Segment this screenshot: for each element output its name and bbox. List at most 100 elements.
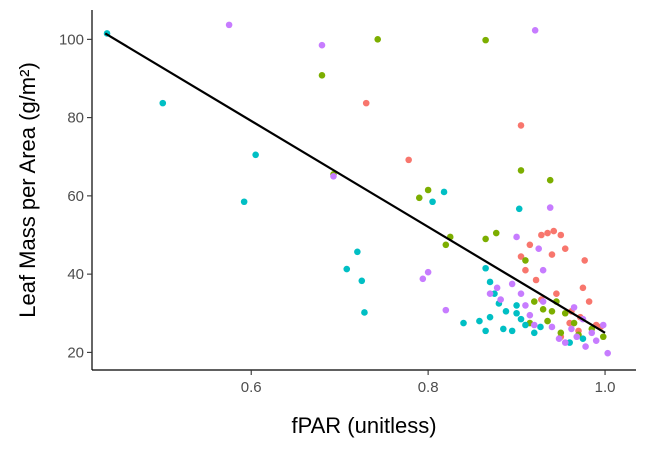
data-point: [522, 257, 529, 264]
data-point: [442, 306, 450, 314]
data-point: [546, 176, 554, 184]
data-point: [568, 325, 575, 333]
data-point: [557, 329, 565, 337]
data-point: [532, 276, 540, 284]
data-point: [539, 266, 547, 274]
data-point: [522, 266, 529, 274]
data-point: [579, 284, 587, 292]
data-point: [546, 204, 554, 211]
data-point: [570, 319, 578, 327]
data-point: [240, 198, 248, 206]
plot-panel: 20 40 60 80 100 0.6 0.8 1.0: [59, 10, 636, 396]
data-point: [517, 315, 525, 323]
data-point: [544, 317, 551, 325]
data-point: [526, 311, 534, 319]
data-point: [354, 248, 361, 256]
data-point: [550, 227, 558, 235]
data-point: [517, 122, 525, 129]
data-point: [343, 265, 351, 273]
data-point: [486, 290, 494, 297]
data-point: [570, 304, 578, 311]
data-point: [429, 198, 436, 206]
data-point: [517, 290, 525, 297]
y-tick-label: 80: [67, 110, 84, 127]
data-point: [599, 321, 607, 329]
data-point: [561, 309, 569, 317]
x-axis-ticks: 0.6 0.8 1.0: [241, 370, 616, 396]
data-point: [585, 298, 593, 305]
x-axis-title: fPAR (unitless): [291, 413, 436, 438]
data-point: [513, 233, 520, 241]
data-point: [544, 229, 551, 237]
data-point: [539, 306, 547, 313]
data-point: [460, 319, 467, 327]
series-group: [362, 99, 604, 341]
data-point: [553, 290, 560, 297]
data-point: [582, 343, 589, 350]
data-point: [530, 298, 538, 305]
data-point: [588, 329, 596, 337]
data-point: [492, 229, 500, 237]
data-point: [530, 329, 538, 337]
x-tick-label: 1.0: [595, 379, 616, 396]
data-point: [374, 36, 382, 43]
data-point: [522, 302, 529, 309]
y-tick-label: 60: [67, 188, 84, 205]
data-point: [318, 72, 326, 79]
x-tick-label: 0.8: [418, 379, 439, 396]
data-point: [535, 245, 542, 252]
series-group: [103, 30, 587, 346]
data-point: [159, 99, 167, 107]
data-point: [482, 264, 489, 272]
data-point: [486, 278, 494, 286]
data-point: [555, 335, 563, 342]
data-point: [604, 349, 611, 357]
data-point: [537, 323, 544, 331]
data-point: [579, 335, 587, 342]
y-tick-label: 40: [67, 266, 84, 283]
data-point: [482, 327, 489, 335]
data-point: [362, 99, 370, 107]
y-axis-title: Leaf Mass per Area (g/m²): [15, 62, 40, 318]
data-point: [442, 241, 450, 249]
data-point: [513, 302, 520, 309]
data-point: [526, 241, 534, 249]
data-point: [539, 298, 547, 305]
data-point: [419, 275, 427, 283]
data-point: [405, 156, 412, 164]
y-tick-label: 20: [67, 344, 84, 361]
data-point: [548, 251, 556, 258]
data-point: [361, 309, 368, 316]
trend-line: [104, 32, 606, 334]
x-tick-label: 0.6: [241, 379, 262, 396]
data-point: [557, 231, 565, 239]
data-point: [225, 21, 233, 29]
data-points: [103, 21, 611, 357]
data-point: [599, 333, 607, 341]
data-point: [482, 36, 489, 44]
data-point: [561, 339, 569, 346]
data-point: [548, 323, 556, 331]
data-point: [482, 235, 489, 243]
data-point: [515, 205, 523, 213]
data-point: [522, 321, 529, 329]
data-point: [581, 257, 588, 264]
data-point: [513, 309, 520, 317]
data-point: [318, 41, 326, 49]
data-point: [424, 186, 432, 194]
data-point: [517, 167, 525, 174]
y-axis-ticks: 20 40 60 80 100: [59, 31, 92, 361]
data-point: [573, 333, 581, 341]
data-point: [502, 308, 510, 315]
data-point: [508, 280, 516, 288]
data-point: [415, 194, 423, 202]
y-tick-label: 100: [59, 31, 84, 48]
data-point: [440, 188, 448, 196]
series-group: [225, 21, 611, 357]
data-point: [358, 277, 366, 285]
data-point: [252, 151, 259, 159]
data-point: [561, 245, 569, 252]
data-point: [497, 296, 504, 303]
data-point: [493, 284, 501, 292]
